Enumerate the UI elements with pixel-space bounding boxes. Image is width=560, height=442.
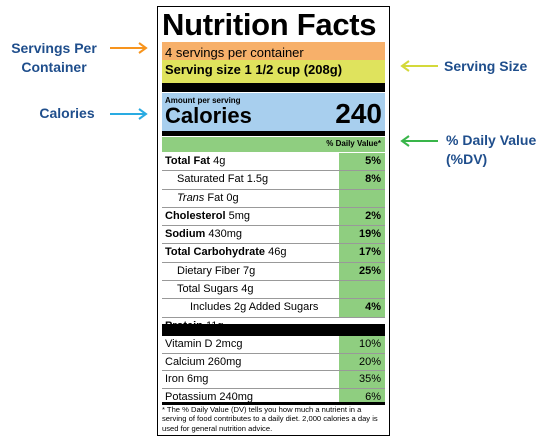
nutrient-row: Includes 2g Added Sugars 4% [162, 299, 385, 318]
annotation-daily-value-line1: % Daily Value [446, 132, 537, 148]
amount-per-serving: Amount per serving [165, 96, 241, 105]
nutrient-name: Sodium [165, 228, 206, 241]
nutrient-amount: 46g [268, 246, 287, 259]
vitamin-text: Iron 6mg [165, 373, 209, 385]
nutrient-name: Total Sugars [177, 283, 239, 296]
vitamin-row: Potassium 240mg 6% [162, 388, 385, 405]
annotation-daily-value: % Daily Value (%DV) [446, 131, 558, 169]
nutrient-row: Total Fat 4g 5% [162, 153, 385, 172]
nutrient-list: Total Fat 4g 5% Saturated Fat 1.5g 8% Tr… [162, 153, 385, 335]
calories-band: Amount per serving Calories 240 [162, 93, 385, 131]
footnote: * The % Daily Value (DV) tells you how m… [162, 405, 378, 433]
arrow-right-icon [110, 42, 148, 54]
thick-rule [162, 324, 385, 336]
servings-band: 4 servings per container Serving size 1 … [162, 42, 385, 83]
nutrient-name: Total Fat [165, 155, 211, 167]
annotation-calories: Calories [39, 105, 95, 121]
daily-value-header: % Daily Value* [162, 137, 385, 152]
nutrient-dv: 4% [339, 299, 385, 317]
annotation-serving-size: Serving Size [444, 58, 528, 74]
annotation-servings-per-container: Servings Per Container [11, 40, 97, 75]
footnote-rule [162, 402, 385, 405]
vitamin-list: Vitamin D 2mcg 10% Calcium 260mg 20% Iro… [162, 336, 385, 405]
nutrient-dv: 5% [339, 153, 385, 171]
calories-value: 240 [335, 98, 382, 129]
nutrient-row: Trans Fat 0g [162, 189, 385, 208]
nutrient-dv: 17% [339, 244, 385, 262]
nutrient-amount: Fat 0g [207, 191, 239, 204]
nutrient-name: Includes 2g Added Sugars [190, 301, 319, 314]
medium-rule [162, 131, 385, 136]
nutrient-name: Trans [177, 191, 205, 204]
serving-size-text: Serving size 1 1/2 cup (208g) [165, 62, 343, 77]
vitamin-row: Vitamin D 2mcg 10% [162, 336, 385, 354]
nutrient-row: Cholesterol 5mg 2% [162, 207, 385, 227]
nutrient-row: Dietary Fiber 7g 25% [162, 262, 385, 282]
nutrient-dv [339, 189, 385, 207]
nutrient-dv: 8% [339, 171, 385, 189]
nutrient-dv: 2% [339, 207, 385, 226]
annotation-daily-value-line2: (%DV) [446, 151, 488, 167]
nutrient-name: Cholesterol [165, 209, 226, 222]
nutrient-amount: 1.5g [246, 173, 269, 186]
vitamin-text: Potassium 240mg [165, 390, 254, 403]
calories-label: Calories [165, 103, 252, 128]
nutrient-amount: 4g [213, 155, 226, 167]
servings-per-container-text: 4 servings per container [165, 45, 304, 60]
serving-size-band [162, 60, 385, 83]
nutrient-amount: 5mg [228, 209, 250, 222]
nutrient-row: Sodium 430mg 19% [162, 226, 385, 245]
vitamin-dv: 6% [339, 388, 385, 405]
nutrient-name: Total Carbohydrate [165, 246, 266, 259]
vitamin-dv: 35% [339, 371, 385, 388]
arrow-left-icon [400, 135, 438, 147]
nutrient-dv [339, 281, 385, 299]
vitamin-text: Vitamin D 2mcg [165, 338, 243, 350]
nutrient-row: Total Carbohydrate 46g 17% [162, 244, 385, 263]
vitamin-row: Calcium 260mg 20% [162, 353, 385, 371]
daily-value-header-text: % Daily Value* [326, 139, 381, 148]
nutrient-amount: 7g [243, 264, 256, 277]
arrow-left-icon [400, 60, 438, 72]
nutrient-amount: 430mg [208, 228, 243, 241]
vitamin-dv: 10% [339, 336, 385, 353]
nutrient-dv: 25% [339, 262, 385, 281]
nutrient-row: Saturated Fat 1.5g 8% [162, 171, 385, 190]
nutrient-amount: 4g [241, 283, 254, 296]
arrow-right-icon [110, 108, 148, 120]
nutrient-name: Dietary Fiber [177, 264, 240, 277]
nutrient-name: Saturated Fat [177, 173, 244, 186]
vitamin-dv: 20% [339, 353, 385, 370]
nutrient-row: Total Sugars 4g [162, 281, 385, 300]
label-title: Nutrition Facts [162, 7, 377, 42]
nutrient-dv: 19% [339, 226, 385, 244]
vitamin-text: Calcium 260mg [165, 355, 242, 368]
thick-rule [162, 83, 385, 92]
nutrition-label: Nutrition Facts 4 servings per container… [157, 6, 390, 436]
vitamin-row: Iron 6mg 35% [162, 371, 385, 389]
